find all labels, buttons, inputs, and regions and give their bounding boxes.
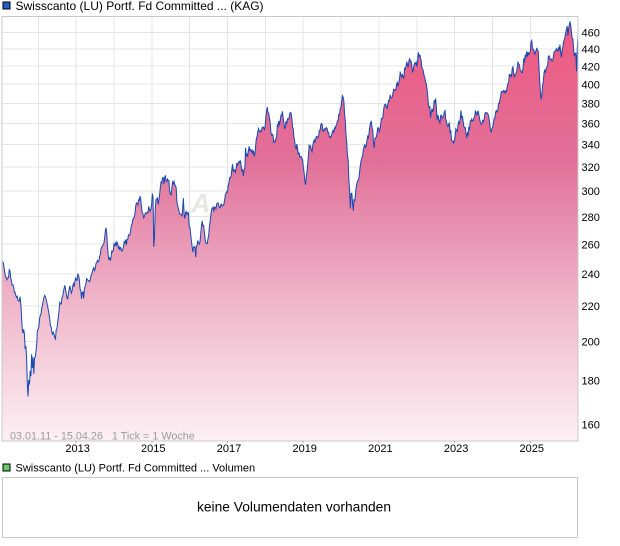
svg-text:420: 420 [582, 61, 600, 73]
svg-text:240: 240 [582, 269, 600, 281]
svg-text:340: 340 [582, 140, 600, 152]
svg-text:220: 220 [582, 301, 600, 313]
svg-text:160: 160 [582, 419, 600, 431]
svg-text:200: 200 [582, 337, 600, 349]
svg-text:A: A [190, 189, 211, 219]
svg-text:260: 260 [582, 239, 600, 251]
svg-text:380: 380 [582, 99, 600, 111]
svg-text:460: 460 [582, 28, 600, 40]
svg-text:320: 320 [582, 162, 600, 174]
svg-text:2013: 2013 [65, 443, 89, 455]
svg-text:400: 400 [582, 79, 600, 91]
svg-text:03.01.11 - 15.04.26 1 Tick =: 03.01.11 - 15.04.26 1 Tick = 1 Woche [10, 431, 195, 443]
svg-text:440: 440 [582, 44, 600, 56]
svg-text:2017: 2017 [217, 443, 241, 455]
svg-text:2015: 2015 [141, 443, 165, 455]
svg-text:2025: 2025 [520, 443, 544, 455]
svg-text:300: 300 [582, 186, 600, 198]
svg-text:360: 360 [582, 119, 600, 131]
svg-text:keine Volumendaten vorhanden: keine Volumendaten vorhanden [197, 500, 391, 515]
svg-text:280: 280 [582, 212, 600, 224]
svg-text:180: 180 [582, 376, 600, 388]
svg-text:Swisscanto (LU) Portf. Fd Comm: Swisscanto (LU) Portf. Fd Committed ... … [16, 0, 264, 13]
svg-text:2019: 2019 [292, 443, 316, 455]
svg-text:Swisscanto (LU) Portf. Fd Comm: Swisscanto (LU) Portf. Fd Committed ... … [16, 463, 256, 475]
svg-text:2021: 2021 [368, 443, 392, 455]
svg-text:2023: 2023 [444, 443, 468, 455]
